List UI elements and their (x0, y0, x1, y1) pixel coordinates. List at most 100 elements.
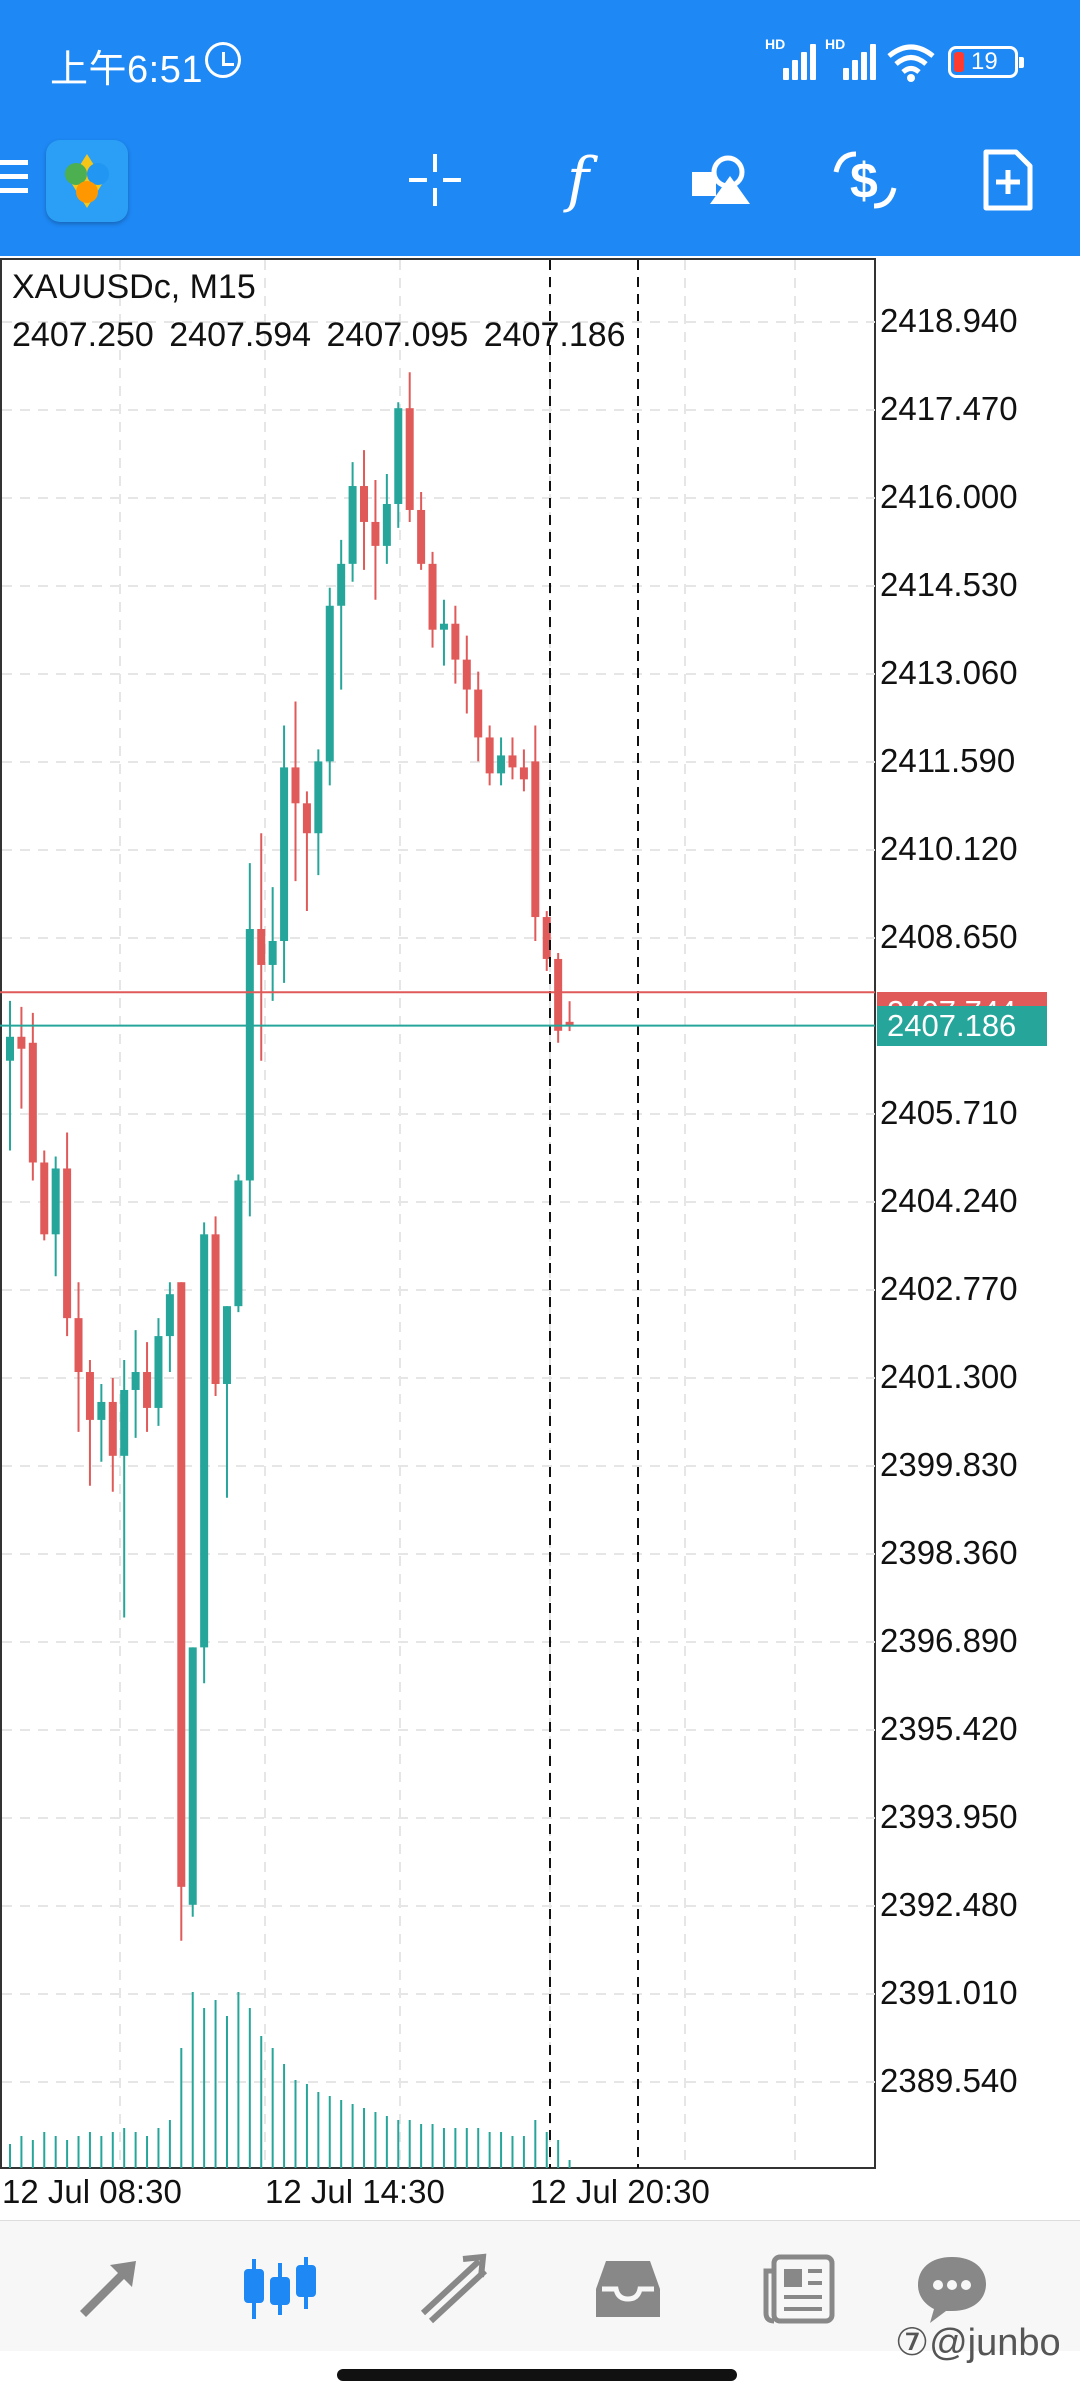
candle-body (462, 659, 471, 690)
candle-body (245, 929, 254, 1181)
y-axis-tick-label: 2417.470 (880, 390, 1018, 427)
candle-body (382, 503, 391, 546)
candle-body (63, 1168, 72, 1319)
new-order-icon[interactable] (968, 140, 1048, 220)
candle-body (177, 1282, 186, 1887)
menu-icon[interactable] (0, 160, 28, 200)
candle-body (257, 929, 266, 965)
status-time: 上午6:51 (50, 49, 203, 91)
candle-body (154, 1336, 163, 1408)
y-axis-tick-label: 2389.540 (880, 2062, 1018, 2099)
y-axis-tick-label: 2392.480 (880, 1886, 1018, 1923)
messages-icon[interactable] (912, 2249, 992, 2329)
candle-body (439, 623, 448, 630)
y-axis-tick-label: 2399.830 (880, 1446, 1018, 1483)
x-axis-tick-label: 12 Jul 08:30 (2, 2173, 182, 2210)
candle-body (428, 563, 437, 630)
candle-body (291, 767, 300, 804)
candle-body (360, 486, 369, 522)
y-axis-tick-label: 2413.060 (880, 654, 1018, 691)
candle-body (497, 755, 506, 774)
history-icon[interactable] (588, 2249, 668, 2329)
candle-body (474, 689, 483, 738)
candle-body (85, 1372, 94, 1420)
y-axis-tick-label: 2410.120 (880, 830, 1018, 867)
news-icon[interactable] (760, 2249, 840, 2329)
candle-body (325, 605, 334, 762)
y-axis-tick-label: 2408.650 (880, 918, 1018, 955)
candle-body (131, 1372, 140, 1390)
y-axis-tick-label: 2398.360 (880, 1534, 1018, 1571)
cell-signal-2-icon: HD (825, 36, 876, 80)
candle-body (222, 1306, 231, 1384)
candle-body (348, 486, 357, 564)
app-logo[interactable] (46, 140, 128, 222)
signal-hd-label: HD (765, 36, 786, 52)
alarm-icon (205, 42, 241, 78)
watermark-text: ⑦@junbo (895, 2322, 1061, 2364)
crosshair-icon[interactable] (395, 140, 475, 220)
candle-body (519, 767, 528, 780)
x-axis-tick-label: 12 Jul 14:30 (265, 2173, 445, 2210)
price-chart[interactable] (0, 258, 1080, 2228)
candle-body (40, 1162, 49, 1235)
battery-level: 19 (971, 48, 998, 75)
candle-body (302, 803, 311, 834)
y-axis-tick-label: 2405.710 (880, 1094, 1018, 1131)
candle-body (211, 1234, 220, 1384)
candle-body (451, 623, 460, 660)
candle-body (97, 1401, 106, 1420)
candle-body (165, 1294, 174, 1337)
signal-hd-label-2: HD (825, 36, 846, 52)
candle-body (188, 1647, 197, 1905)
objects-icon[interactable] (680, 140, 760, 220)
y-axis-tick-label: 2401.300 (880, 1358, 1018, 1395)
candle-body (280, 767, 289, 941)
candle-body (314, 761, 323, 834)
chart-icon[interactable] (240, 2249, 320, 2329)
candle-body (17, 1036, 26, 1049)
candle-body (405, 408, 414, 510)
candle-body (108, 1401, 117, 1456)
quotes-icon[interactable] (70, 2249, 150, 2329)
trade-tab-icon[interactable] (415, 2249, 495, 2329)
candle-body (508, 755, 517, 768)
y-axis-tick-label: 2404.240 (880, 1182, 1018, 1219)
candle-body (394, 408, 403, 504)
battery-icon: 19 (948, 46, 1024, 78)
chart-symbol-title: XAUUSDc, M15 (12, 268, 256, 306)
candle-body (200, 1234, 209, 1648)
y-axis-tick-label: 2402.770 (880, 1270, 1018, 1307)
function-icon[interactable]: f (566, 145, 590, 215)
y-axis-tick-label: 2416.000 (880, 478, 1018, 515)
bottom-nav (0, 2220, 1080, 2351)
candle-body (485, 737, 494, 774)
x-axis-tick-label: 12 Jul 20:30 (530, 2173, 710, 2210)
candle-body (337, 563, 346, 606)
candle-body (417, 509, 426, 564)
home-indicator[interactable] (337, 2369, 737, 2381)
candle-body (28, 1042, 37, 1163)
y-axis-tick-label: 2395.420 (880, 1710, 1018, 1747)
chart-ohlc-values: 2407.250 2407.594 2407.095 2407.186 (12, 316, 626, 354)
candle-body (531, 761, 540, 918)
chart-area[interactable]: XAUUSDc, M15 2407.250 2407.594 2407.095 … (0, 258, 1080, 2228)
cell-signal-icon: HD (765, 36, 816, 80)
y-axis-tick-label: 2414.530 (880, 566, 1018, 603)
candle-body (51, 1168, 60, 1235)
y-axis-tick-label: 2411.590 (880, 742, 1016, 779)
candle-body (143, 1372, 152, 1408)
candle-body (6, 1036, 14, 1061)
bid-price-tag: 2407.186 (877, 1006, 1047, 1046)
candle-body (74, 1318, 83, 1373)
candle-body (565, 1021, 574, 1026)
trade-icon[interactable]: $ (825, 140, 905, 220)
candle-body (371, 521, 380, 546)
y-axis-tick-label: 2396.890 (880, 1622, 1018, 1659)
y-axis-tick-label: 2393.950 (880, 1798, 1018, 1835)
y-axis-tick-label: 2391.010 (880, 1974, 1018, 2011)
svg-text:$: $ (850, 153, 878, 209)
y-axis-tick-label: 2418.940 (880, 302, 1018, 339)
plot-border (0, 258, 876, 2169)
candle-body (268, 940, 277, 965)
